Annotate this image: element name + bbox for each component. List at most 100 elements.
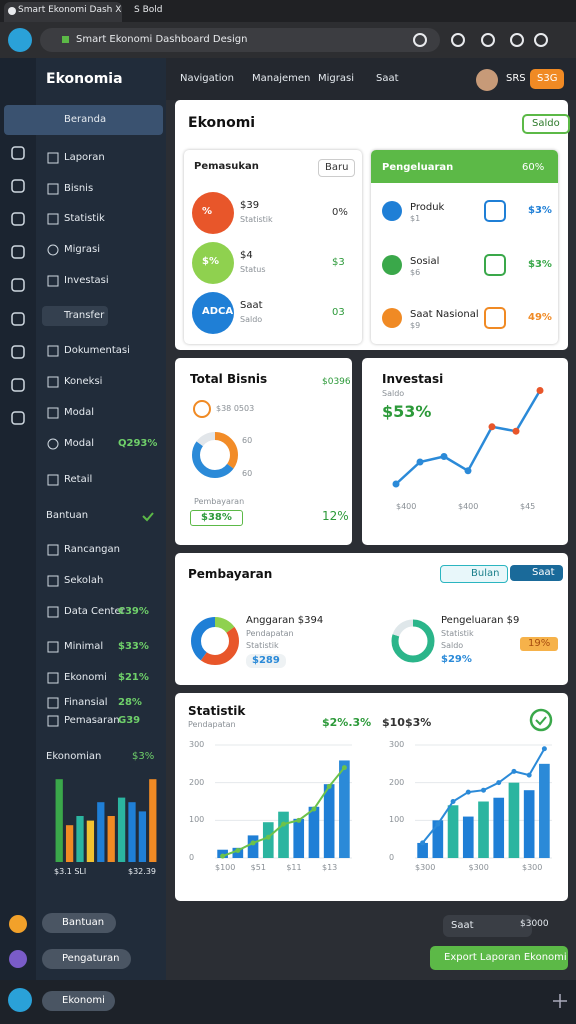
nav-item[interactable]: Sekolah [64, 575, 104, 586]
card-investment [362, 358, 568, 545]
nav-item[interactable]: Bisnis [64, 183, 94, 194]
row-sub: $6 [410, 268, 421, 277]
card-value: $53% [382, 402, 432, 421]
nav-item[interactable]: Transfer [64, 310, 105, 321]
row-icon-text: ADCA [202, 306, 234, 317]
card-pct: 12% [322, 509, 349, 523]
url-field[interactable] [40, 28, 440, 52]
card-title: Investasi [382, 372, 444, 386]
donut-line: Pendapatan [246, 629, 294, 638]
row-icon-text: % [202, 206, 213, 217]
y-tick-label: 300 [389, 740, 405, 749]
subcard-value: 60% [522, 162, 545, 173]
nav-item[interactable]: Minimal [64, 641, 104, 652]
donut-line: Statistik [441, 629, 474, 638]
card-title: Total Bisnis [190, 372, 268, 386]
nav-value: G39 [118, 715, 141, 726]
donut-annotation: 60 [242, 469, 253, 478]
tab[interactable] [4, 2, 122, 22]
footer-pill[interactable]: Bantuan [42, 913, 117, 933]
nav-link[interactable]: Manajemen [252, 73, 311, 84]
nav-link[interactable]: Navigation [180, 73, 234, 84]
export-button[interactable]: Export Laporan Ekonomi [430, 946, 568, 970]
nav-item[interactable]: Koneksi [64, 376, 103, 387]
tab-bar [0, 0, 576, 22]
card-value: $2%.3% [322, 716, 372, 729]
nav-item[interactable]: Beranda [64, 114, 107, 125]
nav-value: €39% [118, 606, 149, 617]
chart-title: Ekonomian [46, 751, 102, 762]
row-value: $3 [332, 257, 345, 268]
nav-item[interactable]: Pemasaran [64, 715, 120, 726]
card-button[interactable]: Bulan [440, 565, 509, 583]
donut-line: Saldo [441, 641, 464, 650]
nav-item[interactable]: Statistik [64, 213, 105, 224]
x-tick-label: $45 [520, 502, 536, 511]
nav-value: 28% [118, 697, 142, 708]
nav-item[interactable]: Laporan [64, 152, 105, 163]
nav-item[interactable]: Retail [64, 474, 93, 485]
card-expense-header [371, 150, 558, 183]
x-tick-label: $3.1 SLI [54, 867, 87, 876]
x-tick-label: $100 [215, 863, 236, 872]
nav-item[interactable]: Modal [64, 407, 94, 418]
nav-link[interactable]: Saat [376, 73, 399, 84]
row-sub: $9 [410, 321, 421, 330]
x-tick-label: $13 [322, 863, 338, 872]
bottom-pill[interactable]: Ekonomi [42, 991, 115, 1011]
nav-item[interactable]: Ekonomi [64, 672, 107, 683]
nav-value: Q293% [118, 438, 158, 449]
x-tick-label: $400 [458, 502, 479, 511]
card-title: Ekonomi [188, 115, 256, 131]
nav-item[interactable]: Rancangan [64, 544, 120, 555]
x-tick-label: $300 [522, 863, 543, 872]
x-tick-label: $51 [250, 863, 266, 872]
y-tick-label: 0 [389, 853, 395, 862]
tag: 19% [520, 637, 559, 651]
row-value: 03 [332, 307, 345, 318]
tab-title: Smart Ekonomi Dash X [18, 5, 122, 15]
footer-pill[interactable]: Pengaturan [42, 949, 132, 969]
header-button[interactable]: S3G [530, 69, 565, 89]
y-tick-label: 200 [389, 777, 405, 787]
nav-item[interactable]: Modal [64, 438, 94, 449]
nav-value: $33% [118, 641, 149, 652]
y-tick-label: 100 [389, 815, 405, 825]
row-sub: Status [240, 265, 266, 274]
row-value: $3% [528, 259, 552, 270]
footer-pill[interactable]: Saat [443, 915, 532, 937]
nav-item[interactable]: Data Center [64, 606, 125, 617]
chart-value: $3% [132, 751, 155, 762]
donut-value: $29% [441, 654, 472, 665]
row-value: 0% [332, 207, 348, 218]
row-name: Sosial [410, 256, 440, 267]
donut-value: $289 [246, 654, 286, 668]
top-header [166, 58, 576, 100]
x-tick-label: $400 [396, 502, 417, 511]
card-sub: Saldo [382, 389, 405, 398]
row-name: Produk [410, 202, 445, 213]
nav-link[interactable]: Migrasi [318, 73, 354, 84]
tab-title[interactable]: S Bold [134, 5, 163, 15]
footer-value: $3000 [520, 919, 549, 929]
nav-item[interactable]: Investasi [64, 275, 109, 286]
nav-item[interactable]: Migrasi [64, 244, 100, 255]
x-tick-label: $300 [468, 863, 489, 872]
row-name: $4 [240, 250, 253, 261]
section-title[interactable]: Bantuan [46, 510, 89, 521]
subcard-button[interactable]: Baru [318, 159, 356, 177]
subcard-title: Pemasukan [194, 161, 259, 172]
card-button[interactable]: Saldo [522, 114, 570, 134]
pill [42, 306, 108, 326]
badge: SRS [506, 73, 526, 84]
x-tick-label: $11 [286, 863, 302, 872]
nav-item[interactable]: Finansial [64, 697, 108, 708]
card-title: Statistik [188, 704, 246, 718]
card-button[interactable]: Saat [510, 565, 563, 581]
y-tick-label: 100 [189, 815, 205, 825]
nav-item[interactable]: Dokumentasi [64, 345, 130, 356]
card-footer: Pembayaran [194, 497, 245, 506]
subcard-title: Pengeluaran [382, 162, 454, 173]
url-text[interactable]: Smart Ekonomi Dashboard Design [76, 34, 248, 45]
